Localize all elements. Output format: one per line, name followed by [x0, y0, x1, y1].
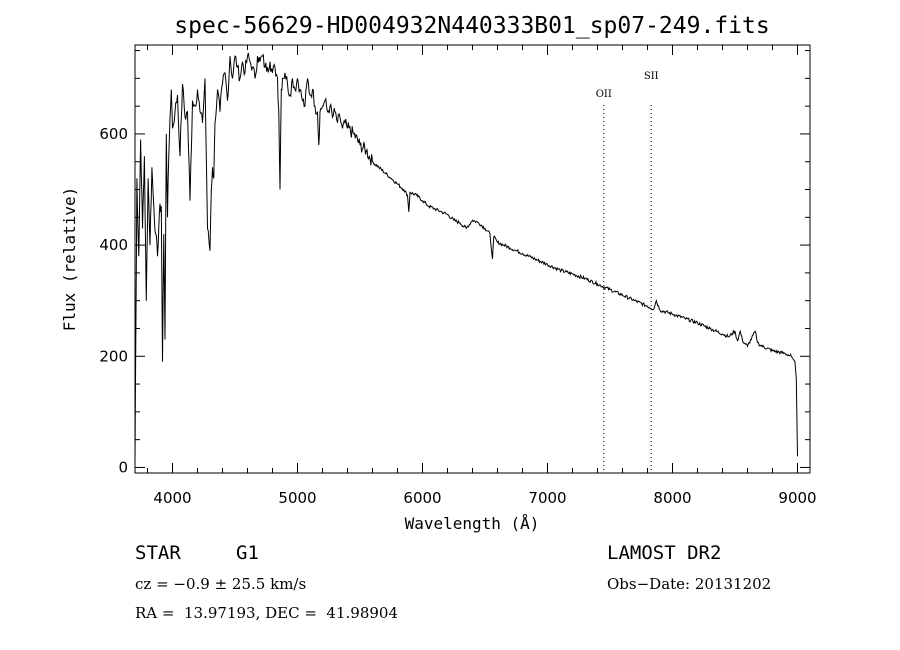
- observation-date: Obs−Date: 20131202: [607, 575, 772, 593]
- x-tick-label: 7000: [528, 489, 566, 507]
- line-marker-label: OII: [596, 89, 612, 100]
- x-tick-label: 9000: [778, 489, 816, 507]
- x-tick-label: 6000: [403, 489, 441, 507]
- line-marker-label: SII: [644, 71, 659, 82]
- y-tick-label: 600: [99, 125, 128, 143]
- spectral-line-markers: OII SII: [596, 71, 659, 473]
- y-axis-label: Flux (relative): [60, 187, 79, 332]
- redshift-velocity: cz = −0.9 ± 25.5 km/s: [135, 575, 307, 593]
- x-tick-label: 4000: [153, 489, 191, 507]
- y-tick-label: 0: [118, 458, 128, 476]
- survey-name: LAMOST DR2: [607, 542, 722, 564]
- y-tick-label: 200: [99, 347, 128, 365]
- x-tick-label: 8000: [653, 489, 691, 507]
- spectral-subclass: G1: [236, 542, 259, 564]
- chart-title: spec-56629-HD004932N440333B01_sp07-249.f…: [174, 13, 769, 39]
- x-axis-label: Wavelength (Å): [405, 514, 540, 533]
- plot-frame: [134, 44, 811, 474]
- x-tick-label: 5000: [278, 489, 316, 507]
- y-tick-label: 400: [99, 236, 128, 254]
- coordinates: RA = 13.97193, DEC = 41.98904: [135, 604, 399, 622]
- x-axis-ticks: 4000 5000 6000 7000 8000 9000: [147, 45, 817, 507]
- object-type: STAR: [135, 542, 181, 564]
- spectrum-line: [135, 52, 798, 462]
